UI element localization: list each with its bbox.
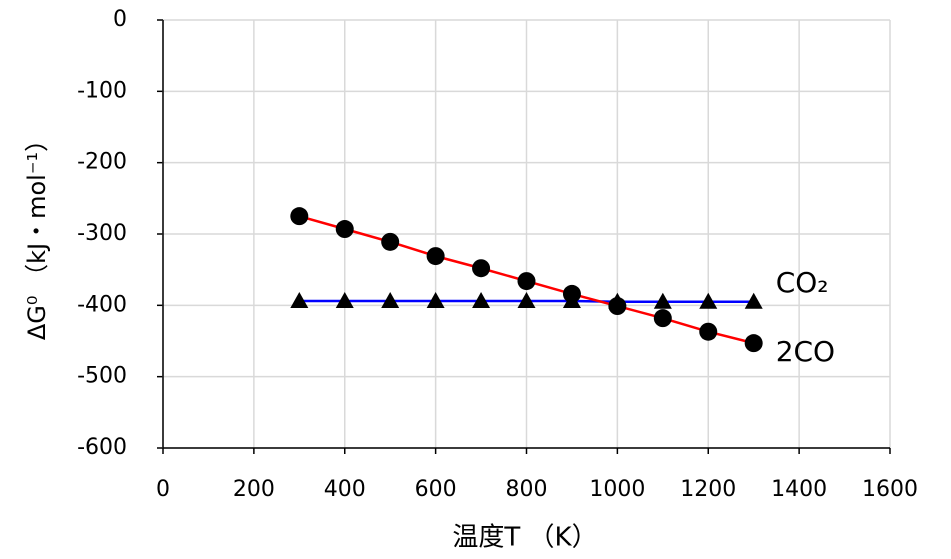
marker	[290, 207, 309, 226]
y-tick-label: 0	[113, 7, 127, 32]
x-tick-label: 1000	[589, 477, 645, 502]
marker	[653, 309, 672, 328]
marker	[653, 292, 672, 309]
marker	[517, 272, 536, 291]
marker	[472, 292, 491, 309]
marker	[426, 247, 445, 266]
marker	[335, 220, 354, 239]
marker	[744, 334, 763, 353]
x-tick-label: 800	[506, 477, 548, 502]
marker	[744, 292, 763, 309]
marker	[699, 322, 718, 341]
marker	[335, 292, 354, 309]
x-tick-label: 1400	[771, 477, 827, 502]
marker	[699, 292, 718, 309]
marker	[517, 292, 536, 309]
marker	[562, 284, 581, 303]
y-tick-label: -400	[77, 292, 127, 317]
x-tick-label: 600	[415, 477, 457, 502]
series-label: CO₂	[776, 266, 829, 299]
x-tick-label: 200	[233, 477, 275, 502]
series-label: 2CO	[776, 335, 835, 368]
marker	[608, 297, 627, 316]
x-tick-label: 1600	[862, 477, 918, 502]
x-axis-label: 温度T （K）	[452, 523, 597, 553]
y-tick-label: -100	[77, 78, 127, 103]
marker	[381, 232, 400, 251]
y-tick-label: -200	[77, 150, 127, 175]
y-tick-label: -600	[77, 435, 127, 460]
x-tick-label: 400	[324, 477, 366, 502]
marker	[426, 292, 445, 309]
x-tick-label: 1200	[680, 477, 736, 502]
y-tick-label: -300	[77, 221, 127, 246]
x-tick-label: 0	[156, 477, 170, 502]
y-axis-label: ΔG⁰ （kJ・mol⁻¹）	[23, 128, 51, 340]
y-tick-label: -500	[77, 364, 127, 389]
marker	[290, 292, 309, 309]
marker	[472, 259, 491, 278]
marker	[381, 292, 400, 309]
